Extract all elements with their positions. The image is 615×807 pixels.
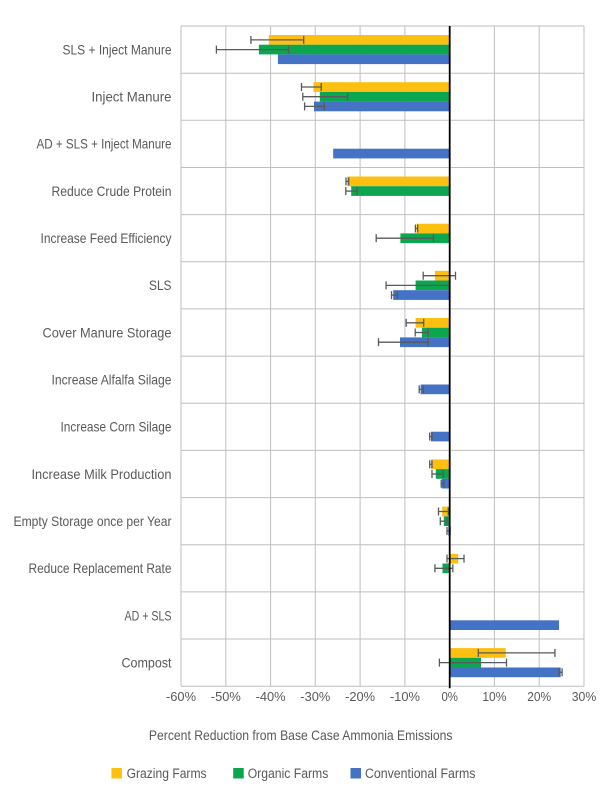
svg-text:Inject Manure: Inject Manure <box>92 89 172 105</box>
svg-text:-50%: -50% <box>211 689 241 704</box>
svg-text:Conventional Farms: Conventional Farms <box>365 766 476 781</box>
svg-text:AD + SLS: AD + SLS <box>125 607 172 623</box>
svg-text:-40%: -40% <box>256 689 286 704</box>
svg-text:30%: 30% <box>572 689 597 704</box>
svg-text:Percent Reduction from Base Ca: Percent Reduction from Base Case Ammonia… <box>149 727 453 743</box>
svg-text:SLS: SLS <box>149 277 172 293</box>
svg-text:Cover Manure Storage: Cover Manure Storage <box>43 324 172 340</box>
svg-text:Organic Farms: Organic Farms <box>248 766 329 781</box>
svg-text:Increase Feed Efficiency: Increase Feed Efficiency <box>41 230 172 246</box>
svg-text:-30%: -30% <box>300 689 330 704</box>
svg-text:-20%: -20% <box>345 689 375 704</box>
svg-text:-60%: -60% <box>166 689 196 704</box>
svg-text:AD + SLS + Inject Manure: AD + SLS + Inject Manure <box>37 136 172 152</box>
svg-text:Reduce Replacement Rate: Reduce Replacement Rate <box>29 560 172 576</box>
svg-text:Empty Storage once per Year: Empty Storage once per Year <box>14 513 172 529</box>
svg-text:Grazing Farms: Grazing Farms <box>127 766 207 781</box>
svg-text:Increase Corn Silage: Increase Corn Silage <box>61 419 172 435</box>
svg-text:Increase Alfalfa Silage: Increase Alfalfa Silage <box>52 372 172 388</box>
svg-text:0%: 0% <box>441 689 458 704</box>
svg-text:Reduce Crude Protein: Reduce Crude Protein <box>52 183 172 199</box>
svg-text:SLS + Inject Manure: SLS + Inject Manure <box>63 41 172 57</box>
svg-text:10%: 10% <box>482 689 506 704</box>
svg-text:-10%: -10% <box>390 689 420 704</box>
svg-text:Compost: Compost <box>122 654 172 670</box>
svg-text:Increase Milk Production: Increase Milk Production <box>32 466 172 482</box>
svg-text:20%: 20% <box>527 689 551 704</box>
